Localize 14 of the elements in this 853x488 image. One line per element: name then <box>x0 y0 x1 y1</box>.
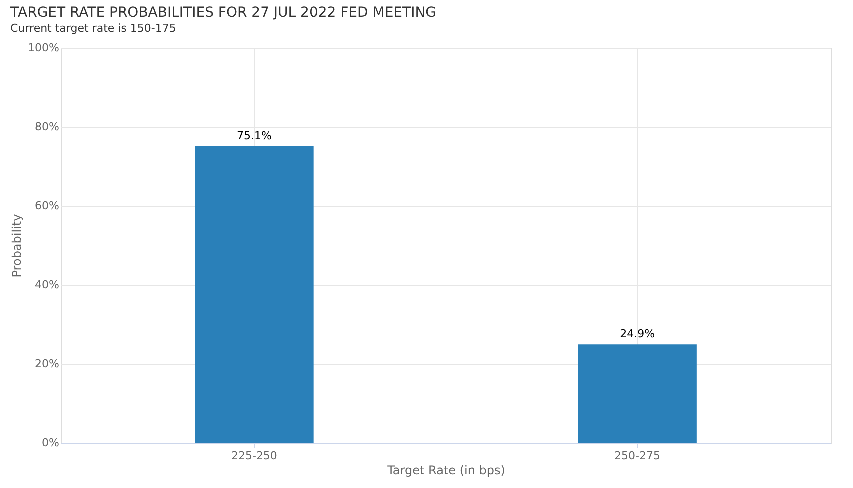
y-tick-label: 40% <box>35 278 60 292</box>
y-tick-label: 0% <box>42 436 60 450</box>
y-tick-label: 80% <box>35 120 60 134</box>
y-tick-label: 60% <box>35 200 60 212</box>
x-axis-title: Target Rate (in bps) <box>386 464 506 478</box>
y-tick-label: 20% <box>35 358 60 370</box>
chart-subtitle: Current target rate is 150-175 <box>10 22 176 35</box>
data-label: 75.1% <box>236 129 272 142</box>
y-axis-title: Probability <box>10 214 24 278</box>
chart-title: TARGET RATE PROBABILITIES FOR 27 JUL 2022 FED MEETING <box>10 5 437 21</box>
x-tick-label: 250-275 <box>614 450 661 462</box>
y-tick-label: 100% <box>28 42 60 54</box>
data-label: 24.9% <box>620 328 656 341</box>
x-tick-label: 225-250 <box>231 450 278 462</box>
